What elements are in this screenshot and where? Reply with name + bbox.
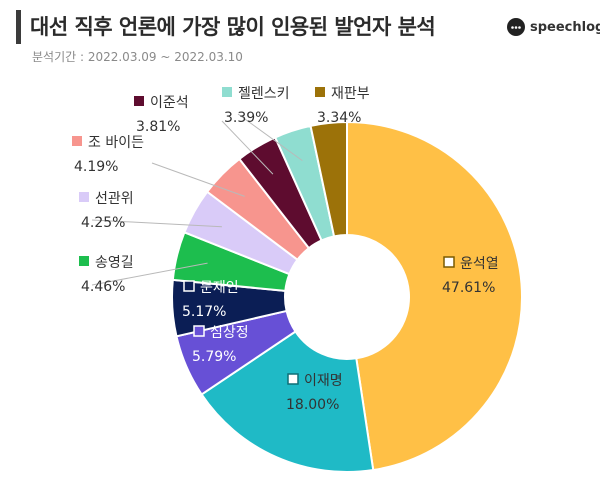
slice-value: 5.17% [182, 304, 226, 320]
slice-name: 이준석 [150, 95, 189, 111]
slice-name: 재판부 [331, 86, 370, 102]
legend-swatch [193, 325, 205, 337]
slice-name: 선관위 [95, 191, 134, 207]
legend-swatch [315, 87, 325, 97]
slice-10 [309, 120, 348, 238]
slice-value: 3.39% [224, 110, 268, 126]
slice-name: 심상정 [210, 325, 249, 341]
slice-value: 4.19% [74, 159, 118, 175]
slice-name: 젤렌스키 [238, 86, 290, 102]
slice-name: 송영길 [95, 255, 134, 271]
leader-line [221, 120, 274, 175]
leader-line [91, 262, 208, 286]
legend-swatch [222, 87, 232, 97]
chart-title: 대선 직후 언론에 가장 많이 인용된 발언자 분석 [30, 15, 436, 39]
brand-logo: speechlog [506, 15, 600, 39]
slice-name: 조 바이든 [88, 135, 144, 151]
analysis-period: 분석기간 : 2022.03.09 ~ 2022.03.10 [32, 50, 243, 64]
slice-name: 윤석열 [460, 256, 499, 272]
slice-value: 3.81% [136, 119, 180, 135]
slice-name: 문재인 [200, 280, 239, 296]
slice-value: 47.61% [442, 280, 495, 296]
slice-value: 4.25% [81, 215, 125, 231]
leader-line [151, 162, 245, 197]
slice-labels: 윤석열 47.61% 이재명 18.00% 심상정 5.79% 문재인 5.17% 송영길 4.4… [72, 86, 499, 413]
speech-bubble-icon [507, 18, 525, 36]
leader-lines [91, 113, 303, 286]
slice-name: 이재명 [304, 373, 343, 389]
legend-swatch [72, 136, 82, 146]
leader-line [91, 219, 222, 228]
slices [171, 120, 523, 473]
slice-value: 5.79% [192, 349, 236, 365]
brand-name: speechlog [530, 19, 600, 35]
legend-swatch [134, 96, 144, 106]
legend-swatch [79, 256, 89, 266]
title-accent-bar [16, 10, 21, 44]
slice-1 [346, 120, 523, 472]
slice-value: 3.34% [317, 110, 361, 126]
legend-swatch [79, 192, 89, 202]
legend-swatch [443, 256, 455, 268]
legend-swatch [183, 280, 195, 292]
slice-value: 18.00% [286, 397, 339, 413]
slice-value: 4.46% [81, 279, 125, 295]
leader-line [237, 113, 303, 162]
legend-swatch [287, 373, 299, 385]
